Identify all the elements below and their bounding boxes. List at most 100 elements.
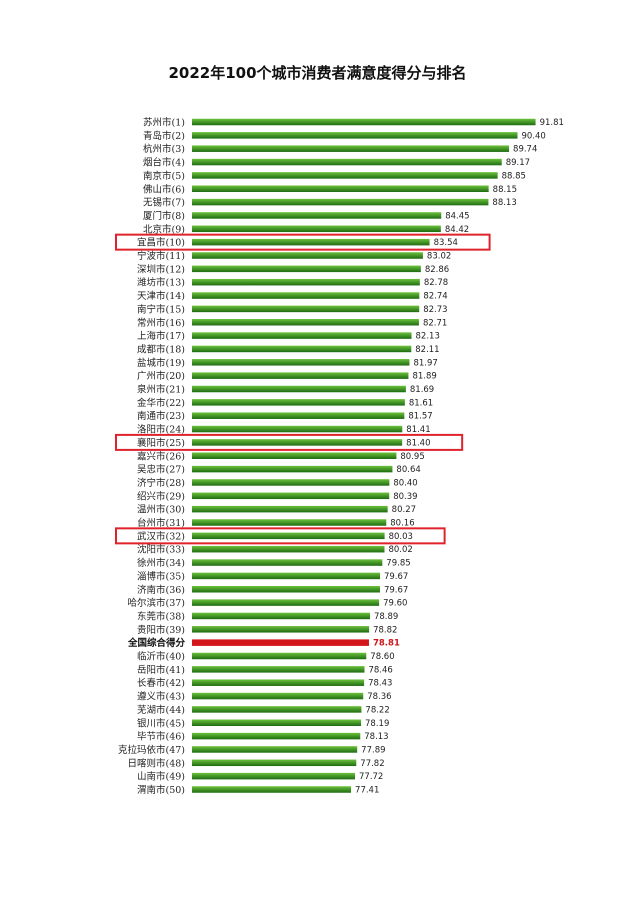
category-label: 哈尔滨市(37) [127, 597, 185, 609]
bar [192, 759, 357, 767]
value-label: 90.40 [521, 131, 545, 141]
category-label: 东莞市(38) [137, 610, 185, 622]
value-label: 80.03 [389, 532, 413, 542]
category-label: 淄博市(35) [137, 570, 185, 582]
value-label: 78.43 [368, 679, 392, 689]
value-label: 88.13 [492, 198, 516, 208]
bar [192, 519, 387, 526]
category-label: 日喀则市(48) [127, 757, 185, 769]
value-label: 88.15 [493, 185, 517, 195]
value-label: 80.39 [393, 492, 417, 502]
category-label: 襄阳市(25) [137, 437, 185, 449]
category-label: 泉州市(21) [137, 384, 185, 396]
category-label: 金华市(22) [137, 397, 185, 409]
value-label: 89.17 [506, 158, 530, 168]
value-label: 81.40 [406, 438, 430, 448]
value-label: 81.69 [410, 385, 434, 395]
bar [192, 586, 380, 593]
bar [192, 158, 502, 166]
category-label: 长春市(42) [137, 677, 185, 689]
bar [192, 666, 365, 673]
category-label: 天津市(14) [137, 290, 185, 302]
bar [192, 505, 388, 513]
category-label: 绍兴市(29) [137, 490, 185, 502]
value-label: 78.89 [374, 612, 398, 622]
bar [192, 746, 358, 753]
value-label: 78.60 [370, 652, 394, 662]
category-label: 银川市(45) [137, 717, 185, 729]
category-label: 广州市(20) [137, 370, 185, 382]
value-label: 82.86 [425, 265, 449, 275]
category-label: 岳阳市(41) [137, 664, 185, 676]
bar [192, 786, 352, 793]
bar [192, 265, 421, 273]
bar [192, 332, 412, 339]
value-label: 84.42 [445, 225, 469, 235]
value-label: 88.85 [502, 171, 526, 181]
highlight-box [115, 527, 446, 545]
category-label: 沈阳市(33) [137, 544, 185, 556]
bar [192, 692, 364, 700]
chart-title: 2022年100个城市消费者满意度得分与排名 [168, 64, 467, 82]
bar [192, 772, 356, 780]
bar [192, 252, 423, 259]
value-label: 80.16 [390, 519, 414, 529]
bar [192, 612, 370, 620]
bar [192, 185, 489, 192]
value-label: 83.02 [427, 252, 451, 262]
category-label: 贵阳市(39) [137, 624, 185, 636]
value-label-national: 78.81 [373, 639, 400, 649]
category-label: 台州市(31) [137, 517, 185, 529]
value-label: 79.85 [386, 559, 410, 569]
category-label: 潍坊市(13) [137, 277, 185, 289]
bar [192, 599, 380, 606]
category-label: 北京市(9) [143, 223, 185, 235]
value-label: 81.97 [413, 358, 437, 368]
value-label: 81.57 [408, 412, 432, 422]
value-label: 82.73 [423, 305, 447, 315]
bar [192, 732, 361, 740]
value-label: 80.40 [393, 478, 417, 488]
category-label: 宜昌市(10) [137, 237, 185, 249]
category-label: 佛山市(6) [143, 183, 185, 195]
bar [192, 439, 403, 446]
value-label: 78.13 [364, 732, 388, 742]
bar [192, 425, 403, 433]
category-label: 徐州市(34) [137, 557, 185, 569]
bar [192, 132, 518, 139]
category-label: 南京市(5) [143, 170, 185, 182]
bar [192, 145, 510, 152]
bar [192, 479, 390, 486]
category-label-national: 全国综合得分 [127, 637, 186, 649]
bar [192, 305, 420, 313]
bar [192, 278, 420, 286]
value-label: 77.41 [355, 786, 379, 796]
value-label: 77.72 [359, 772, 383, 782]
value-label: 82.11 [415, 345, 439, 355]
value-label: 81.41 [406, 425, 430, 435]
bar [192, 572, 380, 580]
value-label: 79.67 [384, 585, 408, 595]
bar-national [192, 639, 369, 646]
bar [192, 412, 405, 419]
bar [192, 345, 412, 353]
highlight-box [115, 233, 491, 251]
value-label: 82.13 [416, 332, 440, 342]
value-label: 80.02 [388, 545, 412, 555]
category-label: 成都市(18) [137, 343, 185, 355]
value-label: 78.46 [368, 665, 392, 675]
bar [192, 492, 390, 500]
value-label: 77.82 [360, 759, 384, 769]
value-label: 89.74 [513, 145, 537, 155]
bar [192, 679, 365, 686]
bar [192, 706, 362, 713]
category-label: 青岛市(2) [143, 130, 185, 142]
bar [192, 465, 393, 473]
category-label: 山南市(49) [137, 771, 185, 783]
category-label: 嘉兴市(26) [137, 450, 185, 462]
bar [192, 545, 385, 553]
value-label: 80.27 [392, 505, 416, 515]
category-label: 临沂市(40) [137, 651, 185, 663]
category-label: 洛阳市(24) [137, 424, 185, 436]
